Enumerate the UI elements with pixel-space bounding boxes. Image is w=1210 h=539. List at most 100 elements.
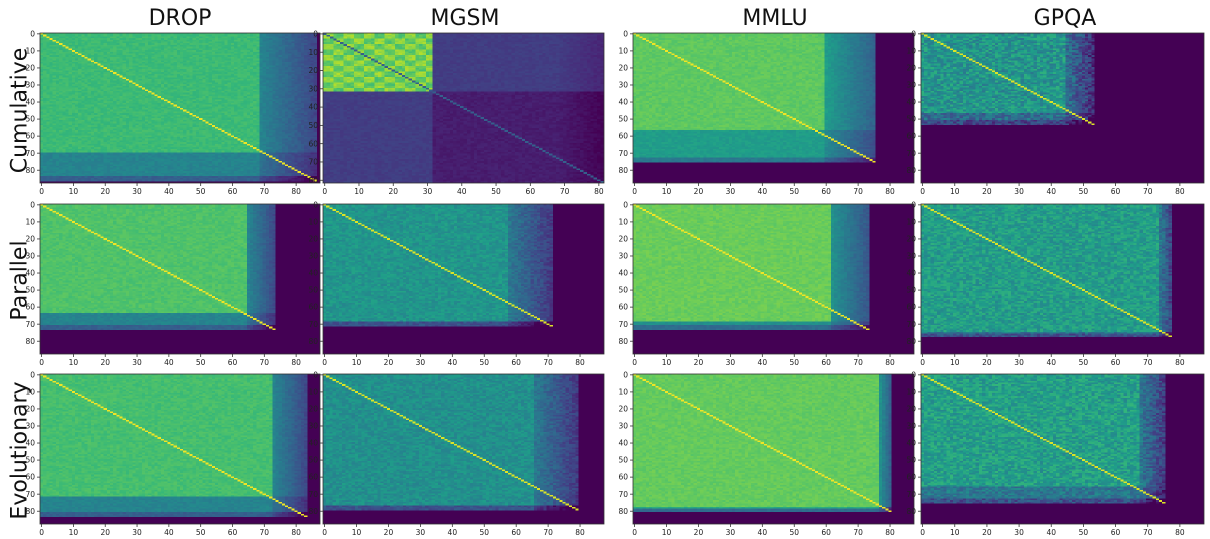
- x-tick-label: 0: [920, 187, 925, 196]
- y-tick-label: 0: [30, 370, 35, 379]
- y-tick-label: 10: [308, 217, 318, 226]
- y-tick-label: 80: [25, 166, 35, 175]
- x-tick-label: 60: [1111, 358, 1121, 367]
- x-tick-label: 0: [39, 528, 44, 537]
- y-tick-label: 40: [25, 439, 35, 448]
- x-tick-label: 50: [196, 528, 206, 537]
- x-tick-label: 80: [1175, 358, 1185, 367]
- y-tick-label: 0: [623, 200, 628, 209]
- x-tick-label: 20: [694, 528, 704, 537]
- axes-frame: [322, 203, 605, 355]
- y-tick-label: 20: [906, 64, 916, 73]
- y-tick-label: 0: [30, 29, 35, 38]
- y-tick-label: 60: [308, 473, 318, 482]
- x-tick-label: 10: [950, 187, 960, 196]
- axes-frame: [322, 32, 605, 184]
- y-tick-label: 70: [618, 149, 628, 158]
- x-tick-label: 20: [100, 358, 110, 367]
- x-tick-label: 60: [821, 187, 831, 196]
- y-tick-label: 70: [25, 490, 35, 499]
- y-tick-label: 70: [308, 320, 318, 329]
- x-tick-label: 20: [388, 187, 398, 196]
- x-tick-label: 40: [1046, 358, 1056, 367]
- y-tick-label: 10: [906, 387, 916, 396]
- x-tick-label: 50: [1079, 187, 1089, 196]
- y-tick-label: 0: [313, 370, 318, 379]
- y-tick-label: 70: [618, 320, 628, 329]
- heatmap-evolutionary-drop: 0 10 20 30 40 50 60 70 80 0 10 20 30 40 50 60 70 80: [25, 370, 321, 537]
- x-tick-label: 30: [726, 187, 736, 196]
- heatmap-parallel-mgsm: 0 10 20 30 40 50 60 70 80 0 10 20 30 40 50 60 70 80: [308, 200, 605, 367]
- x-tick-label: 20: [982, 187, 992, 196]
- y-tick-label: 50: [618, 286, 628, 295]
- x-tick-label: 0: [632, 187, 637, 196]
- axes-frame: [39, 373, 321, 525]
- x-tick-label: 50: [789, 528, 799, 537]
- heatmap-image: [921, 204, 1204, 354]
- y-tick-label: 50: [25, 115, 35, 124]
- x-tick-label: 30: [132, 358, 142, 367]
- column-title-mgsm: MGSM: [430, 6, 500, 31]
- y-tick-label: 50: [906, 286, 916, 295]
- y-tick-label: 30: [308, 422, 318, 431]
- x-tick-label: 80: [1175, 528, 1185, 537]
- heatmap-evolutionary-mmlu: 0 10 20 30 40 50 60 70 80 0 10 20 30 40 50 60 70 80: [618, 370, 915, 537]
- x-tick-label: 10: [950, 528, 960, 537]
- x-tick-label: 80: [291, 358, 301, 367]
- axes-frame: [39, 203, 321, 355]
- y-tick-label: 60: [906, 132, 916, 141]
- y-tick-label: 60: [618, 132, 628, 141]
- x-tick-label: 20: [694, 187, 704, 196]
- x-tick-label: 10: [662, 187, 672, 196]
- column-title-gpqa: GPQA: [1033, 6, 1097, 31]
- x-tick-label: 70: [853, 528, 863, 537]
- axes-frame: [920, 32, 1205, 184]
- x-tick-label: 50: [491, 187, 501, 196]
- x-tick-label: 60: [511, 358, 521, 367]
- heatmap-image: [323, 374, 604, 524]
- y-tick-label: 80: [25, 507, 35, 516]
- x-tick-label: 60: [1111, 187, 1121, 196]
- y-tick-label: 40: [618, 439, 628, 448]
- x-tick-label: 60: [228, 187, 238, 196]
- x-tick-label: 30: [416, 358, 426, 367]
- y-tick-label: 80: [308, 507, 318, 516]
- x-tick-label: 20: [100, 187, 110, 196]
- x-tick-label: 40: [457, 187, 467, 196]
- y-tick-label: 10: [308, 48, 318, 57]
- y-tick-label: 60: [25, 303, 35, 312]
- y-tick-label: 20: [25, 405, 35, 414]
- x-tick-label: 40: [448, 528, 458, 537]
- y-tick-label: 60: [308, 303, 318, 312]
- x-tick-label: 80: [575, 528, 585, 537]
- y-tick-label: 30: [618, 422, 628, 431]
- heatmap-parallel-gpqa: 0 10 20 30 40 50 60 70 80 0 10 20 30 40 50 60 70 80: [906, 200, 1205, 367]
- x-tick-label: 40: [1046, 528, 1056, 537]
- x-tick-label: 0: [39, 187, 44, 196]
- y-tick-label: 30: [308, 84, 318, 93]
- x-tick-label: 20: [982, 358, 992, 367]
- axes-frame: [920, 203, 1205, 355]
- y-tick-label: 0: [313, 30, 318, 39]
- y-tick-label: 40: [906, 98, 916, 107]
- heatmap-evolutionary-mgsm: 0 10 20 30 40 50 60 70 80 0 10 20 30 40 50 60 70 80: [308, 370, 605, 537]
- x-tick-label: 50: [789, 358, 799, 367]
- y-tick-label: 60: [906, 473, 916, 482]
- x-tick-label: 80: [1175, 187, 1185, 196]
- x-tick-label: 50: [1079, 528, 1089, 537]
- x-tick-label: 40: [164, 187, 174, 196]
- y-tick-label: 80: [906, 337, 916, 346]
- x-tick-label: 80: [885, 358, 895, 367]
- x-tick-label: 70: [853, 358, 863, 367]
- y-tick-label: 50: [25, 286, 35, 295]
- x-tick-label: 20: [100, 528, 110, 537]
- y-tick-label: 20: [906, 235, 916, 244]
- x-tick-label: 70: [1143, 528, 1153, 537]
- y-tick-label: 40: [906, 439, 916, 448]
- heatmap-image: [323, 204, 604, 354]
- x-tick-label: 10: [69, 528, 79, 537]
- y-tick-label: 0: [623, 370, 628, 379]
- x-tick-label: 60: [1111, 528, 1121, 537]
- x-tick-label: 0: [322, 187, 327, 196]
